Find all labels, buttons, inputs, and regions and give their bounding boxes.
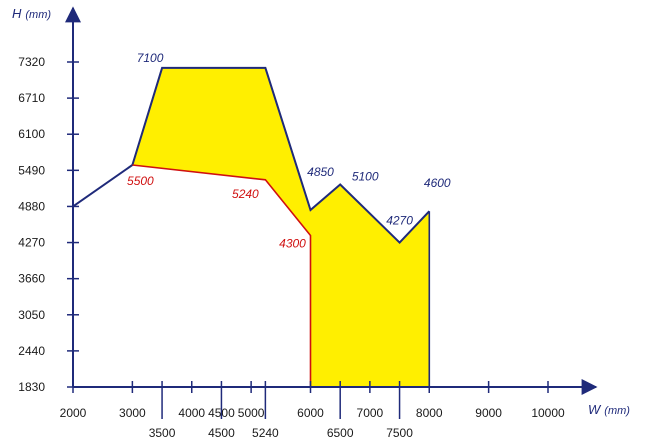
x-tick-label: 4500 — [208, 426, 235, 440]
data-label-upper: 4850 — [307, 165, 334, 179]
x-tick-label: 7000 — [357, 406, 384, 420]
data-label-upper: 5100 — [352, 170, 379, 184]
x-tick-label: 4000 — [178, 406, 205, 420]
y-tick-label: 4880 — [18, 199, 45, 213]
upper-boundary-line — [72, 66, 431, 245]
y-tick-label: 6100 — [18, 127, 45, 141]
x-axis-title: W (mm) — [588, 402, 630, 417]
y-tick-label: 3660 — [18, 272, 45, 286]
y-tick-label: 4270 — [18, 236, 45, 250]
data-label-lower: 5240 — [232, 187, 259, 201]
data-label-lower: 4300 — [279, 236, 306, 250]
y-tick-label: 5490 — [18, 163, 45, 177]
y-tick-label: 1830 — [18, 380, 45, 394]
x-tick-label: 6500 — [327, 426, 354, 440]
y-tick-label: 3050 — [18, 308, 45, 322]
y-tick-label: 6710 — [18, 91, 45, 105]
x-tick-label: 6000 — [297, 406, 324, 420]
operating-envelope-area — [132, 67, 430, 388]
x-tick-label: 3000 — [119, 406, 146, 420]
data-label-upper: 4600 — [424, 176, 451, 190]
y-axis-title: H (mm) — [12, 6, 51, 21]
x-tick-label: 3500 — [149, 426, 176, 440]
x-tick-label: 8000 — [416, 406, 443, 420]
y-tick-label: 2440 — [18, 344, 45, 358]
x-tick-label: 9000 — [475, 406, 502, 420]
x-tick-label: 7500 — [386, 426, 413, 440]
y-tick-label: 7320 — [18, 55, 45, 69]
x-tick-label: 10000 — [531, 406, 565, 420]
x-tick-label: 5000 — [238, 406, 265, 420]
x-tick-label: 2000 — [60, 406, 87, 420]
lower-boundary-line — [132, 164, 312, 387]
data-label-upper: 4270 — [386, 214, 413, 228]
x-tick-label: 5240 — [252, 426, 279, 440]
data-label-lower: 5500 — [127, 174, 154, 188]
data-label-upper: 7100 — [137, 51, 164, 65]
x-tick-label: 4500 — [208, 406, 235, 420]
